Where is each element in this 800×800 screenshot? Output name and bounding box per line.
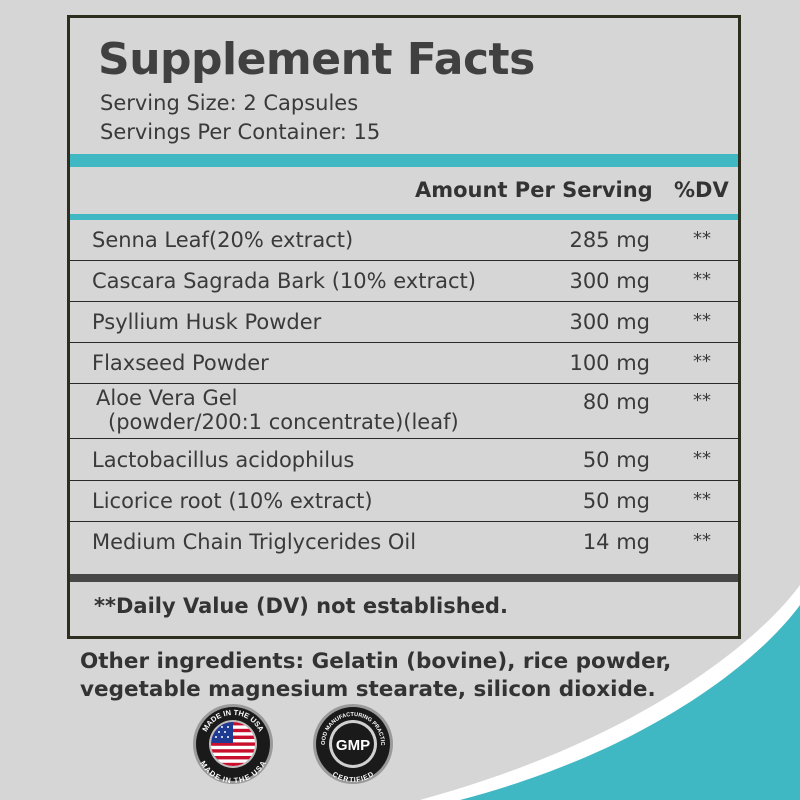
column-header-amount: Amount Per Serving: [415, 178, 653, 202]
ingredient-name: Psyllium Husk Powder: [92, 310, 322, 334]
ingredient-dv: **: [693, 228, 711, 249]
ingredient-name: Aloe Vera Gel: [96, 386, 238, 410]
panel-title: Supplement Facts: [98, 34, 535, 85]
ingredient-name-detail: (powder/200:1 concentrate)(leaf): [108, 410, 459, 434]
ingredient-amount: 100 mg: [569, 351, 650, 375]
ingredient-amount: 50 mg: [582, 489, 650, 513]
ingredient-amount: 285 mg: [569, 228, 650, 252]
footer-divider: [70, 574, 738, 582]
row-divider: [70, 301, 738, 302]
other-ingredients: Other ingredients: Gelatin (bovine), ric…: [80, 649, 672, 702]
ingredient-name: Cascara Sagrada Bark (10% extract): [92, 269, 476, 293]
ingredient-name: Lactobacillus acidophilus: [92, 448, 355, 472]
supplement-facts-panel: Supplement Facts Serving Size: 2 Capsule…: [67, 15, 741, 639]
row-divider: [70, 383, 738, 384]
serving-size: Serving Size: 2 Capsules: [100, 91, 359, 115]
ingredient-name: Senna Leaf(20% extract): [92, 228, 354, 252]
row-divider: [70, 260, 738, 261]
made-in-usa-badge: MADE IN THE USA MADE IN THE USA: [193, 704, 273, 785]
ingredient-name: Licorice root (10% extract): [92, 489, 373, 513]
ingredient-amount: 80 mg: [582, 390, 650, 414]
ingredient-dv: **: [693, 448, 711, 469]
row-divider: [70, 480, 738, 481]
ingredient-dv: **: [693, 269, 711, 290]
header-divider-bottom: [70, 214, 738, 220]
ingredient-dv: **: [693, 390, 711, 411]
gmp-badge-center-text: GMP: [336, 737, 370, 754]
ingredient-amount: 14 mg: [582, 530, 650, 554]
ingredient-dv: **: [693, 489, 711, 510]
ingredient-dv: **: [693, 530, 711, 551]
ingredient-amount: 300 mg: [569, 269, 650, 293]
ingredient-name: Medium Chain Triglycerides Oil: [92, 530, 417, 554]
ingredient-name: Flaxseed Powder: [92, 351, 269, 375]
dv-footnote: **Daily Value (DV) not established.: [94, 594, 508, 618]
row-divider: [70, 438, 738, 439]
ingredient-amount: 300 mg: [569, 310, 650, 334]
row-divider: [70, 342, 738, 343]
row-divider: [70, 521, 738, 522]
ingredient-amount: 50 mg: [582, 448, 650, 472]
ingredient-dv: **: [693, 310, 711, 331]
servings-per-container: Servings Per Container: 15: [100, 120, 381, 144]
gmp-certified-badge: GMP GOOD MANUFACTURING PRACTICE CERTIFIE…: [312, 703, 393, 784]
header-divider-top: [70, 154, 738, 167]
ingredient-dv: **: [693, 351, 711, 372]
column-header-dv: %DV: [674, 178, 729, 202]
